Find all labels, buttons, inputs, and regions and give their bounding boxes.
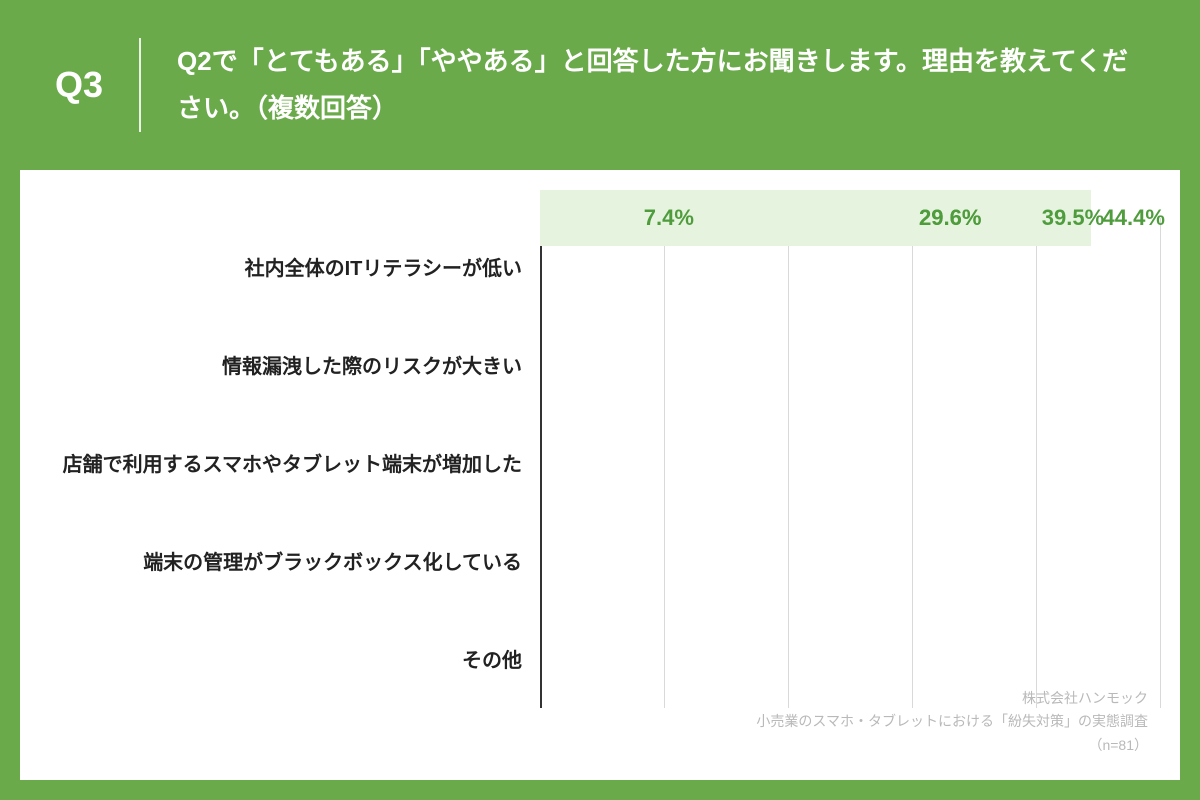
category-row: 店舗で利用するスマホやタブレット端末が増加した [40, 414, 540, 512]
value-label: 39.5% [1030, 205, 1104, 231]
gridline [1160, 218, 1161, 708]
category-row: 端末の管理がブラックボックス化している [40, 512, 540, 610]
category-label: 情報漏洩した際のリスクが大きい [40, 350, 540, 379]
gridline [788, 218, 789, 708]
footer-company: 株式会社ハンモック [756, 687, 1148, 711]
category-row: その他 [40, 610, 540, 708]
footer-survey: 小売業のスマホ・タブレットにおける「紛失対策」の実態調査 [756, 710, 1148, 734]
source-footer: 株式会社ハンモック 小売業のスマホ・タブレットにおける「紛失対策」の実態調査 （… [756, 687, 1148, 758]
value-label: 7.4% [632, 205, 694, 231]
chart-panel: 社内全体のITリテラシーが低い情報漏洩した際のリスクが大きい店舗で利用するスマホ… [20, 170, 1180, 780]
value-label: 29.6% [907, 205, 981, 231]
infographic-root: Q3 Q2で「とてもある」「ややある」と回答した方にお聞きします。理由を教えてく… [0, 0, 1200, 800]
category-label: 端末の管理がブラックボックス化している [40, 546, 540, 575]
gridline [912, 218, 913, 708]
question-text: Q2で「とてもある」「ややある」と回答した方にお聞きします。理由を教えてください… [177, 38, 1145, 132]
question-header: Q3 Q2で「とてもある」「ややある」と回答した方にお聞きします。理由を教えてく… [0, 0, 1200, 170]
labels-column: 社内全体のITリテラシーが低い情報漏洩した際のリスクが大きい店舗で利用するスマホ… [40, 218, 540, 708]
bars-column: 44.4%39.5%29.6%29.6%7.4% [540, 218, 1160, 708]
bar: 7.4% [540, 190, 632, 246]
category-label: その他 [40, 644, 540, 673]
category-label: 店舗で利用するスマホやタブレット端末が増加した [40, 448, 540, 477]
chart-area: 社内全体のITリテラシーが低い情報漏洩した際のリスクが大きい店舗で利用するスマホ… [40, 218, 1160, 708]
category-row: 社内全体のITリテラシーが低い [40, 218, 540, 316]
gridline [664, 218, 665, 708]
gridline [1036, 218, 1037, 708]
body-wrap: 社内全体のITリテラシーが低い情報漏洩した際のリスクが大きい店舗で利用するスマホ… [0, 170, 1200, 800]
question-number: Q3 [55, 38, 141, 132]
category-label: 社内全体のITリテラシーが低い [40, 252, 540, 281]
footer-n: （n=81） [756, 734, 1148, 758]
y-axis-line [540, 218, 542, 708]
category-row: 情報漏洩した際のリスクが大きい [40, 316, 540, 414]
